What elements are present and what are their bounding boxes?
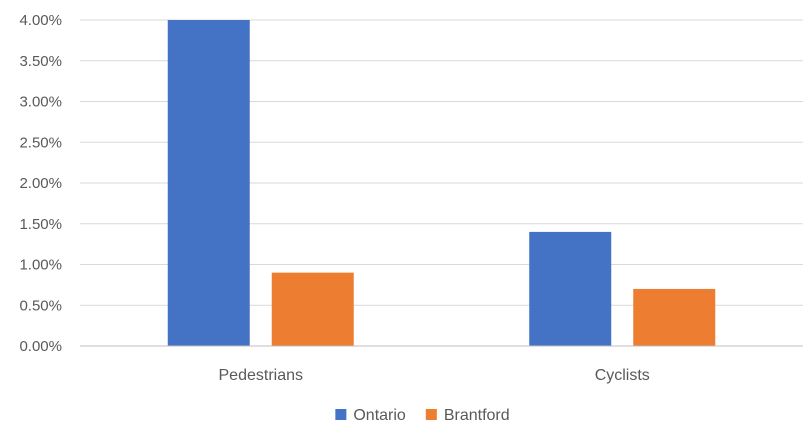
bar-ontario-pedestrians (167, 20, 250, 346)
y-tick-label: 2.00% (19, 175, 62, 192)
legend-swatch (425, 409, 437, 420)
legend: Ontario Brantford (335, 407, 510, 424)
y-tick-label: 3.50% (19, 53, 62, 70)
legend-item-brantford: Brantford (425, 407, 510, 424)
bars (167, 20, 716, 346)
y-axis-tick-labels: 0.00% 0.50% 1.00% 1.50% 2.00% 2.50% 3.00% 3.50%… (19, 12, 62, 355)
y-tick-label: 2.50% (19, 134, 62, 151)
x-category-label: Cyclists (595, 367, 650, 384)
y-tick-label: 4.00% (19, 12, 62, 29)
y-tick-label: 3.00% (19, 94, 62, 111)
bar-brantford-pedestrians (271, 272, 354, 346)
bar-brantford-cyclists (633, 288, 716, 346)
bar-ontario-cyclists (529, 231, 612, 346)
x-axis-category-labels: Pedestrians Cyclists (219, 367, 650, 384)
x-category-label: Pedestrians (219, 367, 304, 384)
legend-swatch (335, 409, 347, 420)
legend-label: Ontario (353, 407, 406, 424)
legend-label: Brantford (444, 407, 510, 424)
y-tick-label: 1.00% (19, 257, 62, 274)
legend-item-ontario: Ontario (335, 407, 406, 424)
y-tick-label: 1.50% (19, 216, 62, 233)
y-tick-label: 0.50% (19, 297, 62, 314)
y-tick-label: 0.00% (19, 338, 62, 355)
